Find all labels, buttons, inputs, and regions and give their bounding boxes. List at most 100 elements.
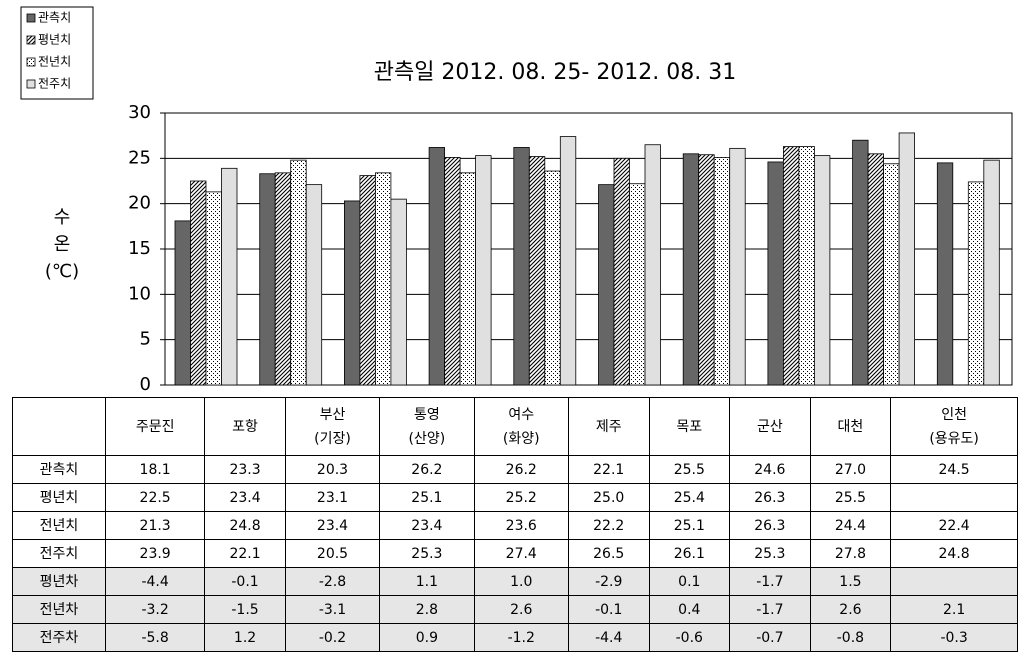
bar [682, 153, 700, 386]
category-header: 군산 [729, 397, 811, 456]
table-row: 전주치 23.9 22.1 20.5 25.3 27.4 26.5 26.1 25.3 27.8 2… [12, 539, 1018, 568]
bar [221, 167, 238, 386]
legend-label: 관측치 [38, 11, 71, 25]
value-cell: 26.3 [729, 483, 811, 512]
category-header: 대천 [809, 397, 892, 456]
value-cell: 22.4 [890, 511, 1018, 540]
value-cell: 26.2 [473, 455, 569, 484]
value-cell: 21.3 [104, 511, 206, 540]
row-header: 전주차 [12, 623, 106, 652]
legend-label: 평년치 [38, 33, 71, 47]
bar [814, 155, 831, 386]
bar [390, 198, 407, 386]
chart: 관측일 2012. 08. 25- 2012. 08. 31 수온 (℃) 0 5 10… [20, 6, 1013, 395]
bar [559, 136, 577, 386]
y-axis-label: 온 [54, 234, 71, 255]
bar [513, 147, 530, 386]
y-tick-label: 10 [128, 283, 151, 304]
value-cell: 27.0 [809, 455, 892, 484]
difference-cell [890, 567, 1018, 596]
y-tick-label: 25 [128, 147, 151, 168]
value-cell: 22.5 [104, 483, 206, 512]
bar [475, 155, 492, 386]
value-cell: 22.1 [567, 455, 650, 484]
difference-cell: 2.8 [379, 595, 475, 624]
difference-cell: 1.1 [379, 567, 475, 596]
value-cell: 26.5 [567, 539, 650, 568]
value-cell: 20.3 [284, 455, 381, 484]
value-cell: 24.4 [809, 511, 892, 540]
value-cell: 18.1 [104, 455, 206, 484]
bar [428, 147, 446, 386]
bar [883, 163, 900, 386]
difference-cell: -0.6 [648, 623, 731, 652]
value-cell: 25.3 [379, 539, 475, 568]
difference-cell: -0.8 [809, 623, 892, 652]
value-cell: 25.3 [729, 539, 811, 568]
value-cell: 24.5 [890, 455, 1018, 484]
bar [598, 184, 615, 386]
bar [459, 172, 477, 386]
difference-cell: 0.4 [648, 595, 731, 624]
bar [174, 220, 191, 386]
bar [274, 172, 292, 386]
bar [852, 139, 869, 386]
category-header: 주문진 [104, 397, 206, 456]
bar [767, 161, 784, 386]
value-cell: 22.1 [204, 539, 286, 568]
value-cell: 26.1 [648, 539, 731, 568]
value-cell: 23.3 [204, 455, 286, 484]
difference-cell: -5.8 [104, 623, 206, 652]
difference-cell: -1.5 [204, 595, 286, 624]
bar [967, 181, 985, 386]
table-row: 전년치 21.3 24.8 23.4 23.4 23.6 22.2 25.1 26.3 24.4 2… [12, 511, 1018, 540]
category-header: 부산 (기장) [284, 397, 381, 456]
bar [444, 157, 461, 386]
difference-cell: -4.4 [567, 623, 650, 652]
bar [936, 162, 954, 386]
difference-cell: 0.1 [648, 567, 731, 596]
y-axis-label: 수 [54, 207, 71, 228]
y-tick-label: 30 [128, 102, 151, 123]
value-cell: 25.0 [567, 483, 650, 512]
bar [983, 159, 1000, 386]
difference-cell: -1.7 [729, 595, 811, 624]
category-header: 인천 (용유도) [890, 397, 1018, 456]
value-cell [890, 483, 1018, 512]
y-tick-label: 0 [140, 374, 151, 395]
table-row: 전주차 -5.8 1.2 -0.2 0.9 -1.2 -4.4 -0.6 -0.7 -0.8 -0.… [12, 623, 1018, 652]
table-row: 관측치 18.1 23.3 20.3 26.2 26.2 22.1 25.5 24.6 27.0 2… [12, 455, 1018, 484]
y-tick-label: 20 [128, 193, 151, 214]
value-cell: 24.8 [890, 539, 1018, 568]
difference-cell: -3.1 [284, 595, 381, 624]
category-header: 통영 (산양) [379, 397, 475, 456]
value-cell: 22.2 [567, 511, 650, 540]
bar [798, 146, 815, 386]
bar [343, 200, 361, 386]
difference-cell: -0.3 [890, 623, 1018, 652]
value-cell: 24.6 [729, 455, 811, 484]
data-table: 주문진 포항 부산 (기장) 통영 (산양) 여수 (화양) 제주 목포 군산 대천 인천 (용유… [12, 397, 1018, 652]
legend-swatch [26, 79, 36, 89]
value-cell: 23.9 [104, 539, 206, 568]
difference-cell: -1.2 [473, 623, 569, 652]
value-cell: 25.5 [648, 455, 731, 484]
value-cell: 25.5 [809, 483, 892, 512]
row-header: 전년차 [12, 595, 106, 624]
value-cell: 25.1 [648, 511, 731, 540]
table-row: 전년차 -3.2 -1.5 -3.1 2.8 2.6 -0.1 0.4 -1.7 2.6 2.1 [12, 595, 1018, 624]
table-row: 평년차 -4.4 -0.1 -2.8 1.1 1.0 -2.9 0.1 -1.7 1.5 [12, 567, 1018, 596]
value-cell: 23.6 [473, 511, 569, 540]
y-axis-label: (℃) [45, 261, 79, 282]
difference-cell: 2.6 [809, 595, 892, 624]
value-cell: 25.4 [648, 483, 731, 512]
difference-cell: -0.7 [729, 623, 811, 652]
bar [729, 147, 746, 386]
bar [290, 159, 307, 386]
legend-label: 전년치 [38, 55, 71, 69]
bar [613, 157, 630, 386]
legend-swatch [26, 35, 36, 45]
bar [528, 156, 546, 386]
row-header: 관측치 [12, 455, 106, 484]
